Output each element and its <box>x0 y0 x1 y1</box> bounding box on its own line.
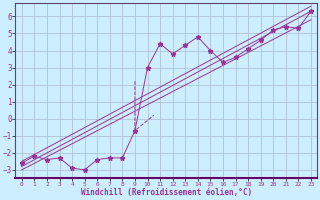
X-axis label: Windchill (Refroidissement éolien,°C): Windchill (Refroidissement éolien,°C) <box>81 188 252 197</box>
